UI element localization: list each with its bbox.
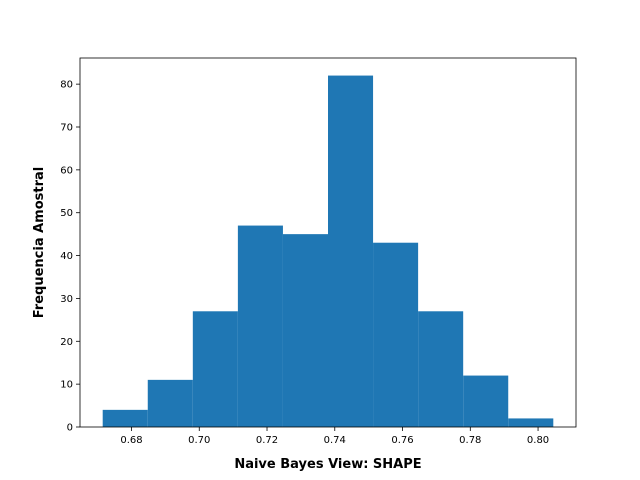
y-tick-label: 10 <box>60 380 73 391</box>
x-tick-label: 0.68 <box>120 435 142 446</box>
x-tick-label: 0.76 <box>391 435 413 446</box>
y-tick-label: 60 <box>60 165 73 176</box>
histogram-bar <box>328 75 374 428</box>
x-tick-label: 0.72 <box>256 435 278 446</box>
bars-group <box>102 75 554 428</box>
x-tick-label: 0.70 <box>188 435 210 446</box>
y-tick-label: 0 <box>67 423 73 434</box>
histogram-bar <box>373 242 419 427</box>
x-tick-label: 0.78 <box>459 435 481 446</box>
histogram-bar <box>508 418 554 427</box>
y-tick-label: 50 <box>60 208 73 219</box>
y-axis-ticks: 0 10 20 30 40 50 60 70 80 <box>60 80 80 434</box>
x-axis-ticks: 0.68 0.70 0.72 0.74 0.76 0.78 0.80 <box>120 427 549 446</box>
y-tick-label: 70 <box>60 123 73 134</box>
plot-frame <box>79 57 577 428</box>
y-tick-label: 40 <box>60 251 73 262</box>
x-tick-label: 0.74 <box>324 435 346 446</box>
y-tick-label: 30 <box>60 294 73 305</box>
histogram-bar <box>282 234 328 427</box>
y-tick-label: 80 <box>60 80 73 91</box>
histogram-bar <box>147 379 193 427</box>
histogram-bar <box>102 409 148 427</box>
histogram-bar <box>237 225 283 427</box>
x-tick-label: 0.80 <box>527 435 549 446</box>
y-axis-title: Frequencia Amostral <box>32 167 47 319</box>
histogram-bar <box>192 311 238 427</box>
histogram-bar <box>463 375 509 427</box>
y-tick-label: 20 <box>60 337 73 348</box>
x-axis-title: Naive Bayes View: SHAPE <box>234 457 421 472</box>
histogram-bar <box>418 311 464 427</box>
